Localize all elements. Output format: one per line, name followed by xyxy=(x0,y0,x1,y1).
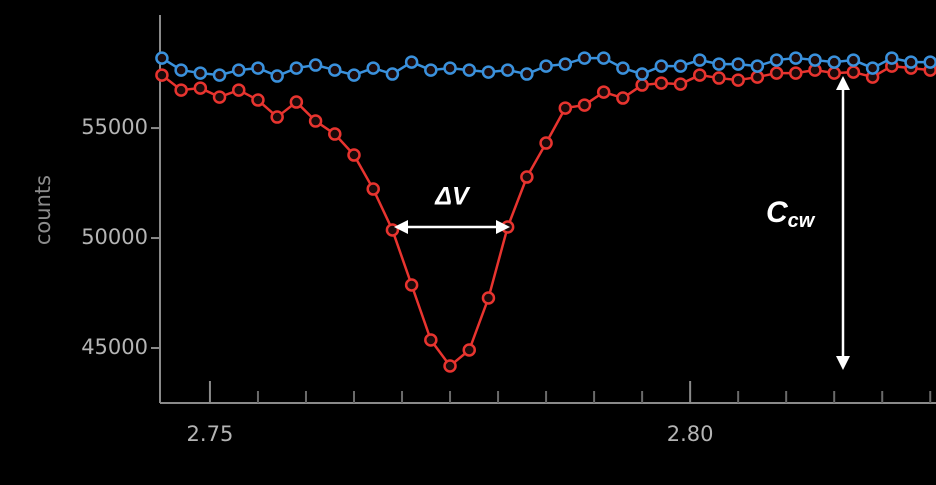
point xyxy=(827,66,841,80)
point xyxy=(712,57,726,71)
point xyxy=(654,76,669,90)
point xyxy=(404,55,419,69)
point xyxy=(385,67,400,81)
point xyxy=(635,67,649,81)
point xyxy=(308,114,323,128)
point xyxy=(808,53,822,67)
point xyxy=(539,59,553,73)
point xyxy=(232,83,246,97)
contrast-arrow xyxy=(836,76,850,370)
point xyxy=(232,63,246,77)
point xyxy=(596,85,611,99)
point xyxy=(731,73,745,87)
point xyxy=(443,359,457,373)
x-tick-label: 2.75 xyxy=(187,422,234,446)
point xyxy=(692,53,707,67)
point xyxy=(328,127,342,141)
point xyxy=(289,61,304,75)
point xyxy=(865,61,880,75)
point xyxy=(596,51,611,65)
point xyxy=(577,98,592,112)
point xyxy=(366,182,380,196)
point xyxy=(520,67,534,81)
point xyxy=(174,83,188,97)
point xyxy=(347,148,361,162)
point xyxy=(481,291,496,305)
point xyxy=(289,95,304,109)
point xyxy=(673,59,688,73)
point xyxy=(404,278,419,292)
point xyxy=(616,61,630,75)
annotation: ΔV xyxy=(434,183,471,211)
point xyxy=(308,58,323,72)
point xyxy=(558,57,573,71)
point xyxy=(424,63,438,77)
point xyxy=(347,68,361,82)
point xyxy=(827,55,841,69)
point xyxy=(673,77,688,91)
point xyxy=(481,65,496,79)
point xyxy=(904,55,918,69)
point xyxy=(750,59,765,73)
point xyxy=(424,333,438,347)
point xyxy=(251,93,265,107)
point xyxy=(462,343,476,357)
point xyxy=(155,68,169,82)
y-axis-label: counts xyxy=(31,175,55,245)
point xyxy=(558,101,573,115)
point xyxy=(846,65,861,79)
point xyxy=(500,63,515,77)
y-tick-label: 45000 xyxy=(81,335,148,359)
point xyxy=(712,71,726,85)
point xyxy=(539,136,553,150)
point xyxy=(885,51,899,65)
point xyxy=(520,170,534,184)
point xyxy=(616,91,630,105)
point xyxy=(212,90,227,104)
point xyxy=(155,51,169,65)
point xyxy=(789,66,803,80)
point xyxy=(366,61,380,75)
point xyxy=(789,51,803,65)
x-tick-label: 2.80 xyxy=(667,422,714,446)
point xyxy=(193,81,208,95)
point xyxy=(769,66,784,80)
point xyxy=(654,59,669,73)
point xyxy=(193,66,208,80)
point xyxy=(462,63,476,77)
point xyxy=(692,68,707,82)
point xyxy=(635,78,649,92)
point xyxy=(212,68,227,82)
y-tick-label: 50000 xyxy=(81,225,148,249)
annotation-subscript: cw xyxy=(788,210,816,232)
point xyxy=(270,110,284,124)
point xyxy=(251,61,265,75)
point xyxy=(769,53,784,67)
y-tick-label: 55000 xyxy=(81,115,148,139)
point xyxy=(846,53,861,67)
delta-arrow xyxy=(394,220,510,234)
point xyxy=(750,70,765,84)
point xyxy=(328,63,342,77)
annotation: Ccw xyxy=(766,196,816,232)
point xyxy=(731,57,745,71)
point xyxy=(443,61,457,75)
point xyxy=(270,69,284,83)
point xyxy=(174,63,188,77)
point xyxy=(577,51,592,65)
annotation-text: C xyxy=(766,196,789,229)
plot xyxy=(155,51,936,373)
point xyxy=(923,55,936,69)
